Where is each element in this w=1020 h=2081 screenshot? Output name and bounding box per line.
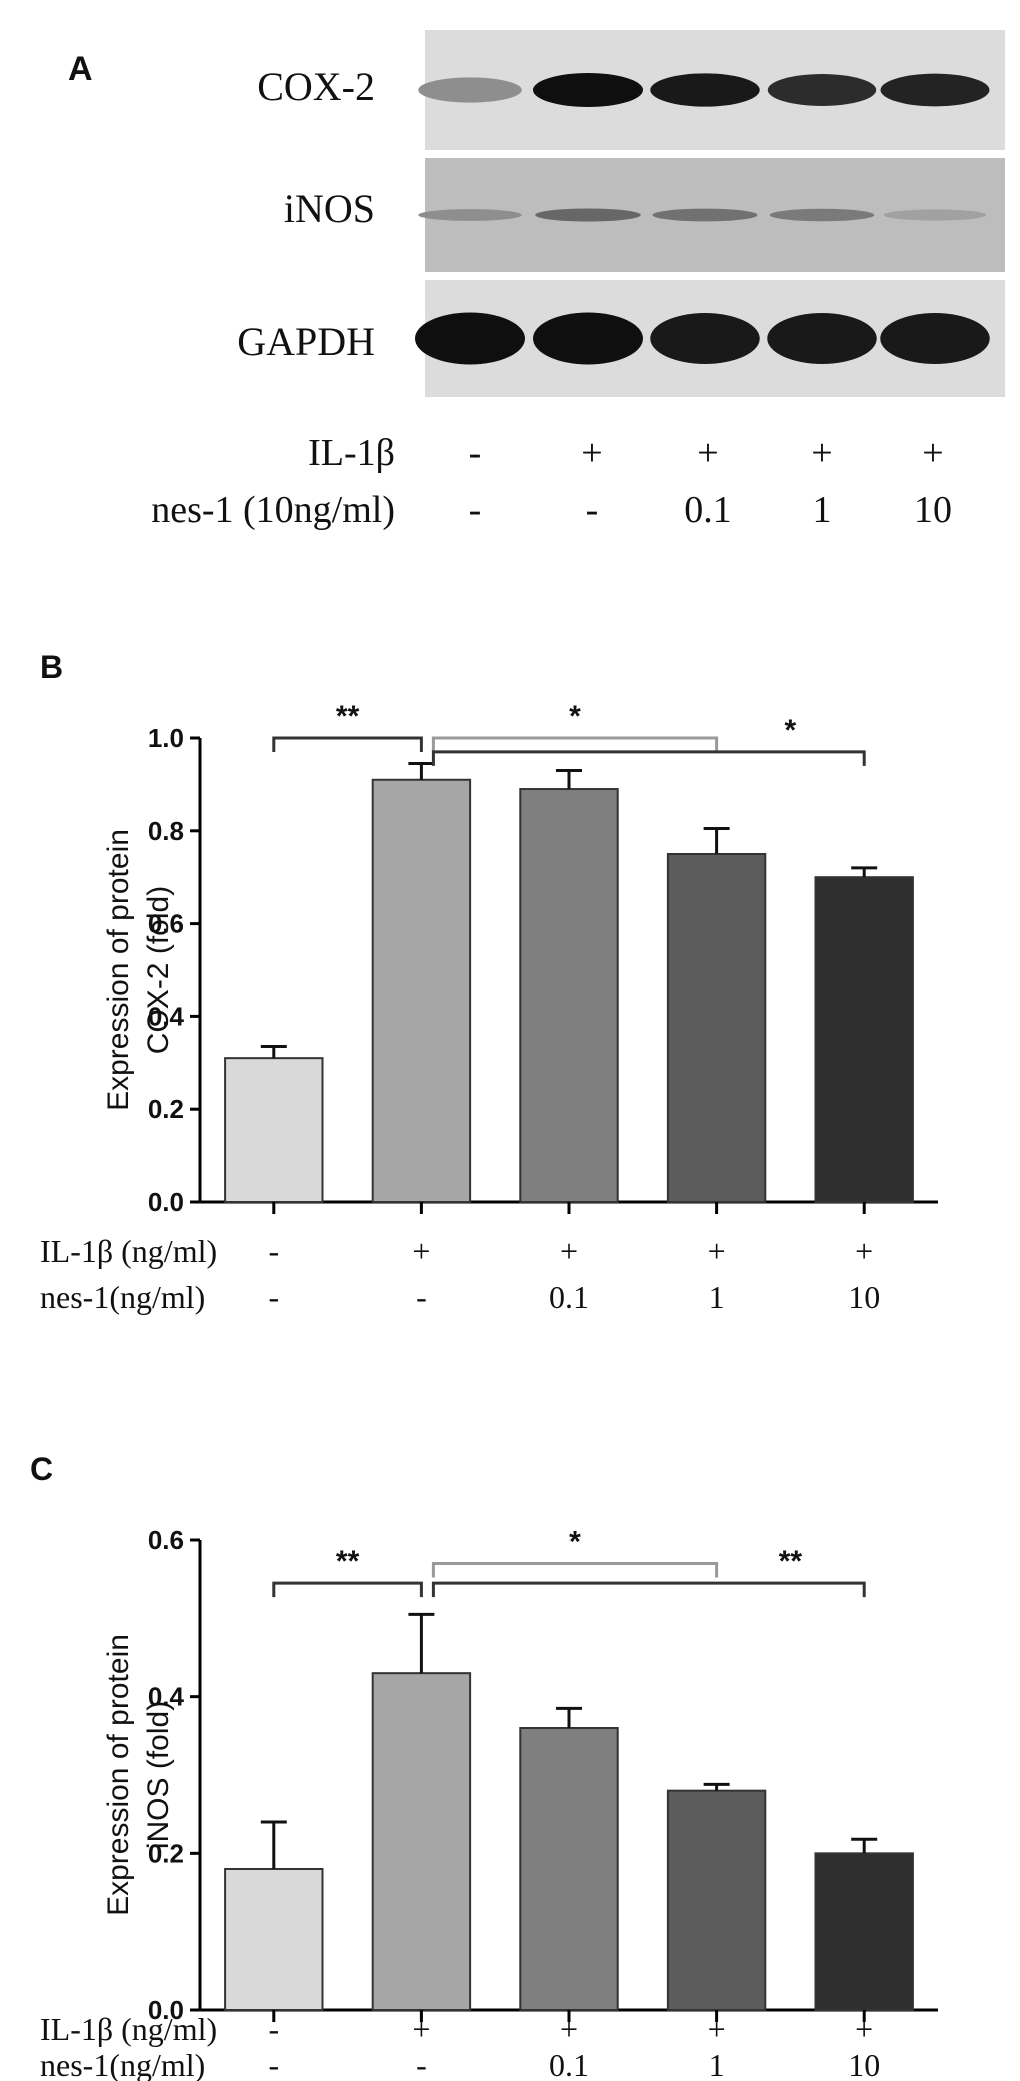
significance-label-2: *: [569, 700, 581, 733]
il1b-lane-4: +: [811, 432, 832, 474]
nes1-row-label: nes-1 (10ng/ml): [151, 489, 395, 531]
il1b-lane-2: +: [581, 432, 602, 474]
nes1-lane-4: 1: [813, 489, 832, 531]
significance-bracket-1: [272, 1581, 423, 1598]
panel-letter-c: C: [30, 1451, 53, 1487]
il1b-value-3: +: [560, 2011, 578, 2047]
nes1-row-label: nes-1(ng/ml): [40, 1279, 205, 1315]
band-gapdh-lane-5: [880, 313, 990, 364]
nes1-value-3: 0.1: [549, 1279, 589, 1315]
bar-1: [224, 1868, 324, 2011]
y-axis-label: Expression of protein COX-2 (fold): [102, 829, 175, 1111]
nes1-value-3: 0.1: [549, 2047, 589, 2081]
nes1-value-5: 10: [848, 1279, 880, 1315]
significance-label-1: **: [336, 1545, 360, 1578]
bar-5: [814, 1852, 914, 2012]
protein-label-inos: iNOS: [284, 186, 375, 231]
nes1-lane-3: 0.1: [684, 489, 732, 531]
y-tick-label: 0.6: [148, 1525, 184, 1555]
band-inos-lane-5: [883, 209, 987, 221]
panel-letter-a: A: [68, 50, 93, 88]
bar-5: [814, 876, 914, 1203]
il1b-value-2: +: [412, 2011, 430, 2047]
inos-bar-chart: C Expression of protein iNOS (fold) 0.0 0.2…: [30, 1451, 938, 2081]
il1b-value-1: -: [268, 1233, 279, 1269]
nes1-lane-1: -: [469, 489, 482, 531]
il1b-row-label: IL-1β (ng/ml): [40, 2011, 217, 2047]
significance-label-3: **: [779, 1545, 803, 1578]
il1b-lane-5: +: [922, 432, 943, 474]
il1b-value-4: +: [708, 2011, 726, 2047]
band-inos-lane-4: [769, 208, 875, 222]
nes1-value-1: -: [268, 2047, 279, 2081]
significance-bracket-1: [272, 736, 423, 752]
nes1-value-2: -: [416, 2047, 427, 2081]
y-tick-label: 0.2: [148, 1094, 184, 1124]
band-cox-2-lane-5: [880, 73, 990, 107]
y-tick-label: 0.8: [148, 816, 184, 846]
band-cox-2-lane-4: [767, 74, 877, 106]
y-tick-label: 0.4: [148, 1001, 185, 1031]
band-inos-lane-2: [535, 208, 641, 222]
il1b-value-4: +: [708, 1233, 726, 1269]
band-cox-2-lane-2: [533, 73, 643, 107]
bar-4: [666, 853, 767, 1203]
y-tick-label: 0.6: [148, 909, 184, 939]
band-cox-2-lane-3: [650, 73, 760, 107]
nes1-value-5: 10: [848, 2047, 880, 2081]
bar-3: [519, 788, 619, 1203]
significance-bracket-2: [431, 736, 719, 752]
y-tick-label: 0.0: [148, 1995, 184, 2025]
band-inos-lane-3: [652, 208, 758, 222]
protein-label-cox-2: COX-2: [257, 64, 375, 109]
nes1-value-4: 1: [709, 2047, 725, 2081]
nes1-row-label: nes-1(ng/ml): [40, 2047, 205, 2081]
y-tick-label: 0.0: [148, 1187, 184, 1217]
y-tick-label: 1.0: [148, 723, 184, 753]
band-cox-2-lane-1: [418, 77, 522, 103]
nes1-lane-5: 10: [914, 489, 952, 531]
significance-label-3: *: [785, 714, 797, 747]
significance-bracket-3: [431, 1581, 866, 1598]
bar-3: [519, 1727, 619, 2011]
nes1-value-4: 1: [709, 1279, 725, 1315]
y-tick-label: 0.4: [148, 1682, 185, 1712]
band-gapdh-lane-1: [415, 312, 525, 365]
bar-2: [371, 1672, 472, 2012]
band-inos-lane-1: [418, 209, 522, 221]
y-axis-label: Expression of protein iNOS (fold): [102, 1634, 175, 1916]
western-blot-panel: A COX-2 iNOS GAPDH IL-1β nes-1 (10ng/ml) -…: [68, 30, 1005, 531]
il1b-row-label: IL-1β (ng/ml): [40, 1233, 217, 1269]
band-gapdh-lane-4: [767, 313, 877, 364]
il1b-value-2: +: [412, 1233, 430, 1269]
nes1-lane-2: -: [586, 489, 599, 531]
nes1-value-1: -: [268, 1279, 279, 1315]
il1b-lane-1: -: [469, 432, 482, 474]
bar-1: [224, 1057, 324, 1203]
significance-bracket-3: [431, 750, 866, 766]
significance-bracket-2: [431, 1562, 719, 1578]
y-tick-label: 0.2: [148, 1838, 184, 1868]
band-gapdh-lane-2: [533, 312, 643, 365]
nes1-value-2: -: [416, 1279, 427, 1315]
il1b-lane-3: +: [697, 432, 718, 474]
bar-4: [666, 1789, 767, 2011]
cox2-bar-chart: B Expression of protein COX-2 (fold) 0.0 0.…: [40, 649, 938, 1315]
panel-letter-b: B: [40, 649, 63, 685]
il1b-row-label: IL-1β: [308, 432, 395, 474]
il1b-value-5: +: [855, 1233, 873, 1269]
protein-label-gapdh: GAPDH: [237, 319, 375, 364]
il1b-value-3: +: [560, 1233, 578, 1269]
significance-label-1: **: [336, 700, 360, 733]
bar-2: [371, 778, 472, 1203]
band-gapdh-lane-3: [650, 313, 760, 364]
il1b-value-5: +: [855, 2011, 873, 2047]
significance-label-2: *: [569, 1526, 581, 1559]
il1b-value-1: -: [268, 2011, 279, 2047]
